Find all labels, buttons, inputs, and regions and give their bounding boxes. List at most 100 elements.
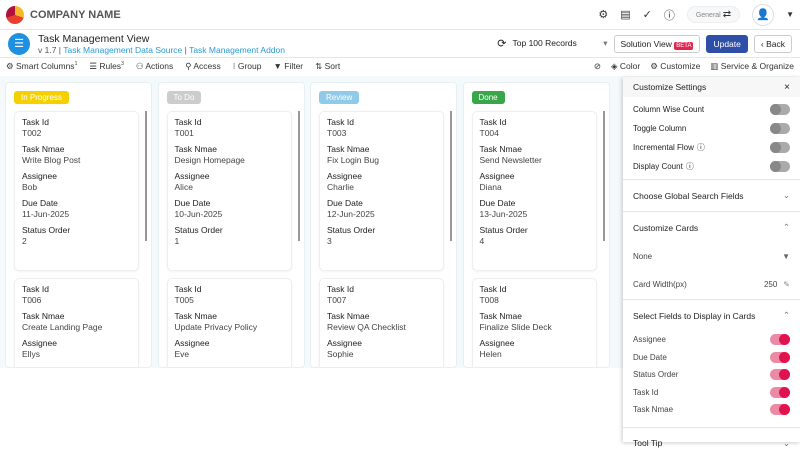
data-source-link[interactable]: Task Management Data Source — [63, 44, 183, 55]
field-row: Assignee — [623, 331, 800, 349]
field-label: Assignee — [174, 338, 210, 348]
card-template-select[interactable]: None ▼ — [633, 251, 790, 261]
toolbar: ⚙ Smart Columns1 ☰ Rules3 ⚇ Actions ⚲ Ac… — [0, 58, 800, 74]
refresh-icon[interactable]: ⟳ — [497, 38, 507, 50]
scrollbar[interactable] — [145, 111, 147, 241]
toggle-switch[interactable] — [770, 161, 790, 172]
scrollbar[interactable] — [602, 111, 605, 241]
filter-button[interactable]: ▼ Filter — [273, 61, 304, 71]
field-label: Assignee — [479, 171, 515, 181]
status-badge: In Progress — [14, 91, 69, 104]
task-card[interactable]: Task Id T007 Task Nmae Review QA Checklist A… — [319, 278, 444, 367]
setting-row: Display Count ⓘ — [623, 157, 800, 176]
caret-down-icon[interactable]: ▼ — [786, 10, 794, 19]
toggle-switch[interactable] — [770, 369, 790, 381]
store-icon[interactable]: ▤ — [620, 9, 631, 21]
help-icon[interactable]: ⓘ — [663, 9, 675, 22]
solution-view-button[interactable]: Solution View BETA — [613, 34, 701, 53]
field-label: Task Nmae — [22, 311, 65, 321]
edit-icon[interactable]: ✎ — [783, 279, 790, 289]
field-label: Task Nmae — [174, 311, 218, 321]
app-bar: ☰ Task Management View v 1.7 | Task Mana… — [0, 30, 800, 58]
toggle-switch[interactable] — [770, 104, 790, 115]
toggle-switch[interactable] — [770, 404, 790, 416]
field-value: 2 — [22, 236, 27, 246]
info-icon[interactable]: ⓘ — [685, 162, 694, 171]
group-button[interactable]: ⁝ Group — [232, 60, 262, 71]
field-label: Assignee — [22, 171, 57, 181]
field-label: Task Id — [327, 284, 354, 294]
field-label: Task Id — [22, 284, 49, 294]
records-select[interactable]: Top 100 Records ▾ — [513, 38, 608, 49]
toggle-switch[interactable] — [770, 142, 790, 153]
field-label: Due Date — [633, 352, 667, 362]
task-card[interactable]: Task Id T005 Task Nmae Update Privacy Polic… — [166, 278, 292, 367]
select-fields-section[interactable]: Select Fields to Display in Cards ⌃ — [623, 299, 800, 331]
field-value: Design Homepage — [174, 155, 245, 165]
toggle-switch[interactable] — [770, 123, 790, 134]
field-value: Send Newsletter — [479, 155, 542, 165]
scrollbar[interactable] — [297, 111, 300, 241]
task-card[interactable]: Task Id T002 Task Nmae Write Blog Post Assig… — [14, 111, 139, 271]
toggle-switch[interactable] — [770, 351, 790, 363]
task-card[interactable]: Task Id T001 Task Nmae Design Homepage Assig… — [166, 111, 292, 271]
field-value: Alice — [174, 182, 193, 192]
close-icon[interactable]: × — [784, 81, 790, 93]
rules-button[interactable]: ☰ Rules3 — [89, 60, 124, 71]
field-label: Task Id — [174, 117, 202, 127]
service-organize-button[interactable]: ▥ Service & Organize — [710, 60, 794, 71]
actions-button[interactable]: ⚇ Actions — [135, 60, 174, 71]
field-value: Review QA Checklist — [327, 322, 406, 332]
global-search-section[interactable]: Choose Global Search Fields ⌄ — [623, 179, 800, 211]
workspace-switch[interactable]: General ⇄ — [686, 6, 741, 23]
field-row: Task Nmae — [623, 401, 800, 419]
column-done: Done Task Id T004 Task Nmae Send Newsletter A… — [462, 82, 610, 368]
field-value: 3 — [327, 236, 332, 246]
page-title: Task Management View — [38, 32, 150, 45]
version: v 1.7 — [38, 44, 57, 55]
field-label: Task Nmae — [174, 144, 218, 154]
field-label: Due Date — [22, 198, 58, 208]
field-value: 1 — [174, 236, 180, 246]
tooltip-section[interactable]: Tool Tip ⌄ — [623, 426, 800, 459]
tasks-icon[interactable]: ✓ — [642, 9, 652, 21]
customize-button[interactable]: ⚙ Customize — [650, 60, 701, 71]
field-value: T008 — [479, 295, 499, 305]
card-width-value: 250 — [763, 279, 778, 289]
chevron-up-icon: ⌃ — [782, 222, 790, 232]
field-label: Task Nmae — [22, 144, 65, 154]
smart-columns-button[interactable]: ⚙ Smart Columns1 — [6, 60, 78, 71]
setting-row: Toggle Column — [623, 119, 800, 138]
task-card[interactable]: Task Id T003 Task Nmae Fix Login Bug Assigne… — [319, 111, 444, 271]
task-card[interactable]: Task Id T006 Task Nmae Create Landing Page A… — [14, 278, 139, 367]
task-card[interactable]: Task Id T004 Task Nmae Send Newsletter Assig… — [471, 111, 597, 271]
task-card[interactable]: Task Id T008 Task Nmae Finalize Slide Deck A… — [471, 278, 597, 367]
field-label: Assignee — [633, 335, 666, 345]
toggle-switch[interactable] — [770, 386, 790, 398]
column-to-do: To Do Task Id T001 Task Nmae Design Homepage… — [157, 82, 305, 368]
company-logo — [6, 5, 24, 24]
color-button[interactable]: ◈ Color — [611, 60, 641, 71]
card-width-label: Card Width(px) — [633, 279, 687, 289]
chevron-down-icon: ⌄ — [782, 190, 790, 200]
user-avatar[interactable]: 👤 — [752, 3, 775, 26]
update-button[interactable]: Update — [706, 34, 748, 53]
app-icon: ☰ — [8, 32, 30, 55]
info-icon[interactable]: ⓘ — [696, 143, 705, 152]
toggle-switch[interactable] — [770, 334, 790, 346]
status-badge: Done — [471, 91, 505, 104]
field-label: Task Nmae — [479, 311, 523, 321]
field-label: Status Order — [633, 370, 679, 380]
setting-label: Toggle Column — [633, 124, 687, 133]
settings-icon[interactable]: ⚙ — [598, 9, 609, 21]
sort-button[interactable]: ⇅ Sort — [315, 60, 341, 71]
field-label: Task Nmae — [327, 144, 370, 154]
hide-icon[interactable]: ⊘ — [593, 60, 601, 71]
field-label: Due Date — [479, 198, 516, 208]
back-button[interactable]: ‹ Back — [753, 34, 792, 53]
scrollbar[interactable] — [450, 111, 452, 241]
access-button[interactable]: ⚲ Access — [185, 60, 221, 71]
caret-down-icon: ▾ — [603, 38, 608, 48]
customize-cards-section[interactable]: Customize Cards ⌃ — [623, 211, 800, 243]
addon-link[interactable]: Task Management Addon — [189, 44, 285, 55]
